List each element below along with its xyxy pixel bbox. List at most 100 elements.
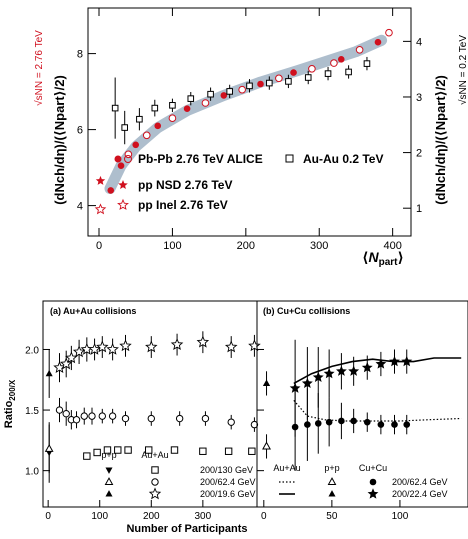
- bottom-b-point-filled-star: [323, 368, 335, 379]
- bottom-b-legend-mark: [327, 477, 337, 486]
- bottom-b-point-filled-circle: [314, 420, 322, 427]
- bottom-a-point-open-star: [106, 342, 119, 355]
- bottom-b-curve-dotted: [293, 400, 462, 422]
- bottom-b-xtick-label: 50: [326, 511, 338, 522]
- top-ytick-right-label: 2: [416, 148, 422, 160]
- top-point-open-square: [304, 74, 312, 81]
- bottom-a-legend-row-1: 200/130 GeV: [200, 465, 253, 475]
- top-point-filled-circle: [337, 56, 345, 63]
- top-point-open-square: [226, 88, 233, 95]
- bottom-a-point-open-star: [196, 335, 210, 348]
- bottom-a-point-open-square: [199, 447, 207, 455]
- bottom-b-xtick-label: 0: [261, 511, 267, 522]
- bottom-b-point-filled-circle: [325, 418, 333, 426]
- bottom-a-point-open-square: [83, 452, 91, 460]
- top-sqrt-left: √sNN = 2.76 TeV: [33, 30, 45, 106]
- bottom-b-legend-mark: [328, 490, 336, 497]
- legend-marker-filled-star: [118, 180, 128, 189]
- bottom-b-point-filled-circle: [304, 421, 311, 428]
- bottom-a-point-open-star: [224, 340, 238, 353]
- top-point-open-square: [266, 79, 273, 87]
- bottom-a-legend: p+p Au+Au 200/130 GeV 200/62.4 GeV 200/1…: [101, 450, 256, 500]
- bottom-b-point-open-triangle: [262, 441, 272, 450]
- bottom-a-point-open-square: [114, 446, 122, 454]
- top-point-open-square: [136, 115, 143, 123]
- bottom-a-point-open-circle: [227, 418, 235, 426]
- top-xtick-label: 300: [310, 240, 328, 252]
- top-xtick-label: 0: [96, 240, 102, 252]
- bottom-a-point-open-circle: [121, 414, 130, 423]
- bottom-a-legend-mark: [151, 478, 159, 486]
- bottom-a-point-open-circle: [201, 414, 210, 423]
- bottom-chart-b: (b) Cu+Cu collisions 0 50 100 Au+Au p+p Cu…: [256, 300, 468, 522]
- top-point-open-square: [345, 68, 352, 76]
- legend-label-pbpb: Pb-Pb 2.76 TeV ALICE: [138, 152, 263, 166]
- top-point-filled-circle: [154, 122, 162, 130]
- bottom-a-point-open-square: [145, 446, 153, 454]
- top-point-open-circle: [355, 46, 364, 54]
- bottom-b-point-filled-star: [401, 355, 413, 367]
- bottom-a-point-filled-triangle: [45, 369, 53, 377]
- bottom-a-point-open-star: [248, 339, 261, 352]
- bottom-a-points-group: [44, 331, 261, 483]
- bottom-b-point-filled-circle: [350, 417, 357, 425]
- top-point-open-square: [187, 95, 195, 102]
- bottom-a-tick-group: 0 100 200 300 1.0 1.5 2.0: [25, 345, 212, 522]
- top-point-filled-circle: [183, 105, 191, 112]
- bottom-b-tick-group: 0 50 100: [257, 348, 409, 522]
- bottom-a-point-open-star: [119, 339, 132, 352]
- bottom-a-legend-row-2: 200/62.4 GeV: [200, 477, 256, 487]
- bottom-b-legend-row-1: 200/62.4 GeV: [392, 477, 448, 487]
- bottom-a-point-open-circle: [80, 412, 88, 420]
- bottom-a-xtick-label: 200: [143, 511, 160, 522]
- bottom-a-point-open-square: [248, 447, 256, 455]
- bottom-b-point-filled-star: [312, 371, 324, 382]
- top-point-open-circle: [275, 74, 283, 83]
- top-point-open-star: [94, 203, 107, 215]
- bottom-a-point-open-square: [103, 446, 112, 454]
- bottom-a-point-open-star: [65, 351, 78, 364]
- bottom-b-point-filled-star: [361, 361, 373, 373]
- bottom-a-legend-header-auau: Au+Au: [141, 450, 168, 460]
- bottom-a-point-open-triangle: [44, 443, 54, 452]
- bottom-chart-a: (a) Au+Au collisions 0 100 200 300 1.0 1.5 2.0…: [25, 300, 261, 522]
- top-ylabel-left: (dNch/dη)/(⟨Npart⟩/2): [52, 75, 67, 205]
- bottom-a-point-open-square: [93, 448, 101, 457]
- bottom-a-point-open-circle: [175, 414, 184, 423]
- bottom-a-ytick-label: 2.0: [25, 345, 39, 356]
- bottom-a-ytick-label: 1.0: [25, 467, 39, 478]
- top-plot-frame: [87, 7, 412, 237]
- bottom-a-point-open-circle: [72, 416, 81, 424]
- top-legend: Pb-Pb 2.76 TeV ALICE Au-Au 0.2 TeV pp NS…: [114, 152, 383, 212]
- bottom-a-point-open-star: [60, 357, 73, 370]
- bottom-b-legend-mark: [367, 488, 379, 499]
- bottom-b-point-filled-star: [336, 365, 347, 376]
- bottom-a-point-open-circle: [98, 412, 107, 420]
- top-sqrt-right: √sNN = 0.2 TeV: [457, 35, 468, 105]
- top-point-filled-circle: [220, 92, 228, 99]
- bottom-b-legend-header-auau: Au+Au: [273, 463, 300, 473]
- top-point-filled-circle: [132, 141, 140, 149]
- bottom-a-legend-mark: [105, 467, 113, 474]
- bottom-b-point-filled-circle: [338, 417, 345, 425]
- top-point-open-square: [363, 60, 371, 67]
- bottom-b-xtick-label: 100: [392, 511, 409, 522]
- top-point-open-square: [121, 124, 129, 131]
- bottom-ylabel: Ratio200/X: [3, 379, 17, 428]
- bottom-a-point-open-circle: [55, 406, 64, 414]
- top-point-filled-circle: [374, 38, 382, 46]
- top-chart: 0 100 200 300 400 4 6 8 1 2 3 4 (dNch/dη)/(⟨Npart⟩/…: [33, 7, 468, 268]
- bottom-a-point-open-circle: [88, 412, 96, 420]
- top-point-open-square: [151, 104, 159, 112]
- legend-label-pp-nsd: pp NSD 2.76 TeV: [138, 178, 232, 192]
- top-ytick-right-label: 4: [416, 36, 422, 48]
- bottom-b-point-filled-circle: [391, 421, 398, 428]
- bottom-b-title: (b) Cu+Cu collisions: [263, 306, 350, 316]
- bottom-a-point-open-circle: [108, 412, 117, 420]
- top-point-open-square: [169, 102, 176, 109]
- legend-label-auau: Au-Au 0.2 TeV: [303, 152, 383, 166]
- top-point-open-circle: [308, 65, 316, 73]
- top-ytick-right-label: 3: [416, 92, 422, 104]
- top-point-filled-circle: [117, 162, 125, 169]
